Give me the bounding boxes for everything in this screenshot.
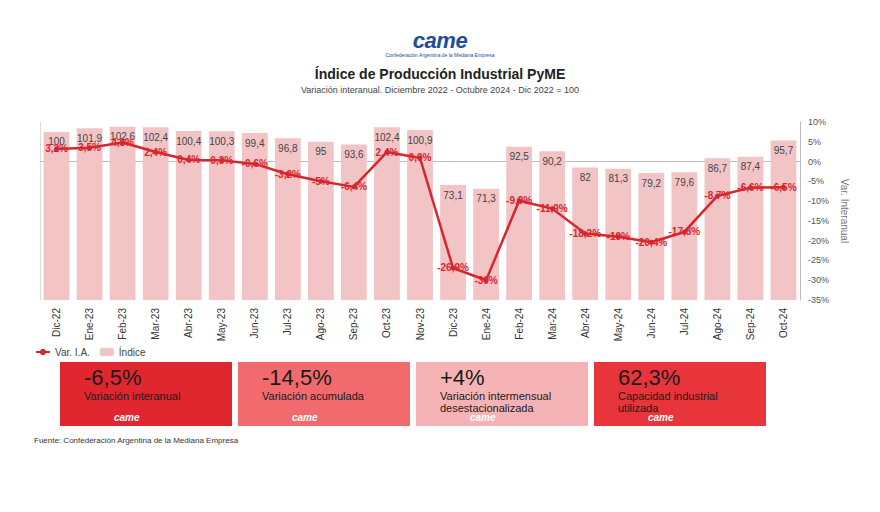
svg-text:86,7: 86,7 xyxy=(708,163,728,174)
svg-text:Mar-23: Mar-23 xyxy=(150,308,161,340)
svg-text:99,4: 99,4 xyxy=(245,138,265,149)
svg-text:2,4%: 2,4% xyxy=(376,147,399,158)
svg-text:5%: 5% xyxy=(808,137,821,147)
svg-text:Feb-23: Feb-23 xyxy=(117,308,128,340)
svg-text:Abr-23: Abr-23 xyxy=(183,308,194,338)
html-text:Variación intermensual desesta: Variación intermensual desestacionalizad… xyxy=(440,390,552,414)
svg-text:Jun-24: Jun-24 xyxy=(646,308,657,339)
svg-text:-17,8%: -17,8% xyxy=(669,226,701,237)
svg-text:Índice: Índice xyxy=(119,346,146,358)
svg-text:Sep-23: Sep-23 xyxy=(348,308,359,341)
html-text:Capacidad industrial utilizada: Capacidad industrial utilizada xyxy=(618,390,718,414)
svg-text:81,3: 81,3 xyxy=(609,173,629,184)
svg-text:-26,9%: -26,9% xyxy=(437,262,469,273)
svg-text:3,5%: 3,5% xyxy=(78,142,101,153)
html-text:+4%: +4% xyxy=(440,365,485,390)
svg-text:-20,4%: -20,4% xyxy=(635,237,667,248)
svg-text:79,6: 79,6 xyxy=(675,177,695,188)
html-text:Fuente: Confederación Argentin: Fuente: Confederación Argentina de la Me… xyxy=(34,436,239,445)
svg-text:0,3%: 0,3% xyxy=(210,155,233,166)
html-text:came: came xyxy=(470,412,496,423)
svg-text:-30%: -30% xyxy=(474,275,497,286)
svg-text:Dic-22: Dic-22 xyxy=(51,308,62,337)
svg-text:100,3: 100,3 xyxy=(209,136,234,147)
svg-text:-9,9%: -9,9% xyxy=(506,195,532,206)
svg-text:87,4: 87,4 xyxy=(741,161,761,172)
svg-text:Abr-24: Abr-24 xyxy=(580,308,591,338)
svg-text:Var. I.A.: Var. I.A. xyxy=(55,347,90,358)
svg-text:Ago-24: Ago-24 xyxy=(712,308,723,341)
svg-text:95: 95 xyxy=(315,146,327,157)
svg-text:Var. Interanual: Var. Interanual xyxy=(839,179,850,243)
svg-text:Sep-24: Sep-24 xyxy=(745,308,756,341)
svg-text:-20%: -20% xyxy=(808,236,829,246)
svg-text:Feb-24: Feb-24 xyxy=(514,308,525,340)
svg-text:71,3: 71,3 xyxy=(476,193,496,204)
html-text:62,3%: 62,3% xyxy=(618,365,681,390)
svg-text:-11,9%: -11,9% xyxy=(537,203,568,214)
html-text:came: came xyxy=(648,412,674,423)
svg-text:-18,2%: -18,2% xyxy=(569,228,601,239)
svg-text:2,4%: 2,4% xyxy=(144,147,167,158)
svg-text:100,9: 100,9 xyxy=(407,135,432,146)
html-text:came: came xyxy=(114,412,140,423)
svg-text:79,2: 79,2 xyxy=(642,178,662,189)
svg-text:May-23: May-23 xyxy=(216,308,227,342)
html-text:-14,5%: -14,5% xyxy=(262,365,332,390)
svg-text:100,4: 100,4 xyxy=(176,136,201,147)
svg-text:10%: 10% xyxy=(808,117,826,127)
svg-text:102,4: 102,4 xyxy=(374,132,399,143)
svg-text:95,7: 95,7 xyxy=(774,145,794,156)
svg-text:-6,6%: -6,6% xyxy=(737,182,763,193)
svg-text:Dic-23: Dic-23 xyxy=(448,308,459,337)
svg-text:Jul-24: Jul-24 xyxy=(679,308,690,336)
svg-text:-30%: -30% xyxy=(808,275,829,285)
svg-text:Jul-23: Jul-23 xyxy=(282,308,293,336)
svg-text:-6,5%: -6,5% xyxy=(770,182,796,193)
svg-text:Ene-23: Ene-23 xyxy=(84,308,95,341)
svg-text:-5%: -5% xyxy=(312,176,330,187)
svg-text:Nov-23: Nov-23 xyxy=(415,308,426,341)
svg-text:101,9: 101,9 xyxy=(77,132,103,144)
svg-text:May-24: May-24 xyxy=(613,308,624,342)
svg-text:0,4%: 0,4% xyxy=(177,154,200,165)
svg-text:4,8%: 4,8% xyxy=(111,137,134,148)
svg-text:Ene-24: Ene-24 xyxy=(481,308,492,341)
html-text:-6,5%: -6,5% xyxy=(84,365,142,390)
svg-text:102,4: 102,4 xyxy=(143,132,168,143)
svg-text:0,9%: 0,9% xyxy=(409,152,432,163)
svg-text:-6,4%: -6,4% xyxy=(341,181,367,192)
svg-text:-35%: -35% xyxy=(808,295,829,305)
svg-text:90,2: 90,2 xyxy=(542,156,562,167)
svg-text:82: 82 xyxy=(580,172,592,183)
svg-text:73,1: 73,1 xyxy=(443,190,463,201)
svg-text:-5%: -5% xyxy=(808,176,824,186)
svg-text:0%: 0% xyxy=(808,157,821,167)
svg-text:-15%: -15% xyxy=(808,216,829,226)
html-text:came: came xyxy=(412,28,468,53)
html-text:Variación interanual: Variación interanual xyxy=(84,390,181,402)
svg-text:-8,7%: -8,7% xyxy=(704,190,730,201)
html-text:Confederación Argentina de la: Confederación Argentina de la Mediana Em… xyxy=(385,52,495,58)
svg-text:Mar-24: Mar-24 xyxy=(547,308,558,340)
svg-text:-0,6%: -0,6% xyxy=(242,158,268,169)
svg-text:-25%: -25% xyxy=(808,255,829,265)
svg-text:3,2%: 3,2% xyxy=(45,143,68,154)
svg-text:96,8: 96,8 xyxy=(278,143,298,154)
svg-text:Variación interanual. Diciembr: Variación interanual. Diciembre 2022 - O… xyxy=(301,85,579,95)
svg-text:-3,2%: -3,2% xyxy=(275,169,301,180)
svg-text:Ago-23: Ago-23 xyxy=(315,308,326,341)
svg-text:Oct-24: Oct-24 xyxy=(778,308,789,338)
svg-text:93,6: 93,6 xyxy=(344,149,364,160)
svg-text:-10%: -10% xyxy=(808,196,829,206)
html-text:Variación acumulada: Variación acumulada xyxy=(262,390,364,402)
html-text:came: came xyxy=(292,412,318,423)
svg-text:Oct-23: Oct-23 xyxy=(381,308,392,338)
svg-text:92,5: 92,5 xyxy=(509,151,529,162)
svg-text:Jun-23: Jun-23 xyxy=(249,308,260,339)
svg-text:-19%: -19% xyxy=(607,231,630,242)
svg-text:100: 100 xyxy=(48,136,65,148)
svg-text:Índice de Producción Industria: Índice de Producción Industrial PyME xyxy=(315,66,566,82)
